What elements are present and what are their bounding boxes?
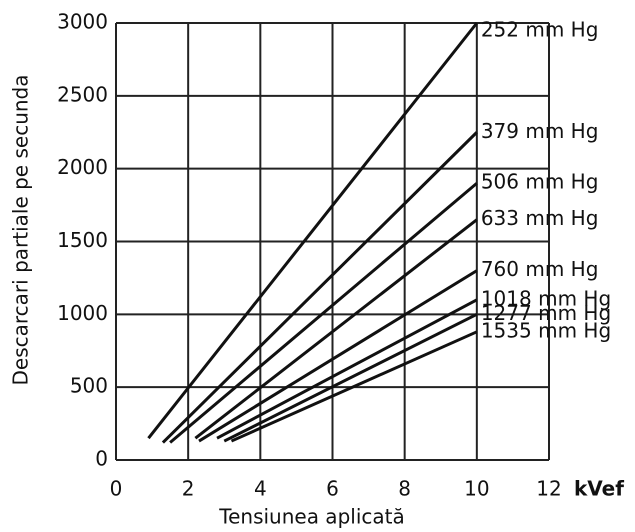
- x-tick-label: 0: [110, 477, 123, 501]
- x-tick-label: 12: [536, 477, 561, 501]
- series-line: [223, 312, 478, 443]
- series-line: [216, 298, 478, 440]
- series-label: 506 mm Hg: [481, 170, 599, 194]
- series-label: 760 mm Hg: [481, 257, 599, 281]
- y-tick-label: 2500: [57, 82, 108, 106]
- series-label: 1277 mm Hg: [481, 301, 611, 325]
- series-line: [169, 182, 478, 444]
- x-axis-label: Tensiunea aplicată: [218, 505, 404, 529]
- series-line: [198, 269, 478, 443]
- x-tick-label: 6: [326, 477, 339, 501]
- y-axis-label: Descarcari partiale pe secunda: [9, 75, 33, 386]
- y-tick-label: 3000: [57, 10, 108, 34]
- series-label: 1535 mm Hg: [481, 318, 611, 342]
- y-tick-label: 2000: [57, 155, 108, 179]
- y-tick-label: 500: [70, 374, 108, 398]
- y-tick-label: 1500: [57, 228, 108, 252]
- series-label: 633 mm Hg: [481, 206, 599, 230]
- x-tick-label: 2: [182, 477, 195, 501]
- x-tick-label: 8: [398, 477, 411, 501]
- y-tick-label: 1000: [57, 301, 108, 325]
- series-line: [147, 22, 479, 440]
- series-line: [161, 131, 478, 444]
- x-tick-label: 4: [254, 477, 267, 501]
- series-label: 252 mm Hg: [481, 18, 599, 42]
- series-label: 1018 mm Hg: [481, 286, 611, 310]
- x-tick-label: 10: [464, 477, 489, 501]
- series-line: [194, 218, 478, 440]
- x-unit: kVef: [574, 477, 624, 501]
- y-tick-label: 0: [95, 447, 108, 471]
- series-label: 379 mm Hg: [481, 119, 599, 143]
- series-line: [230, 330, 478, 443]
